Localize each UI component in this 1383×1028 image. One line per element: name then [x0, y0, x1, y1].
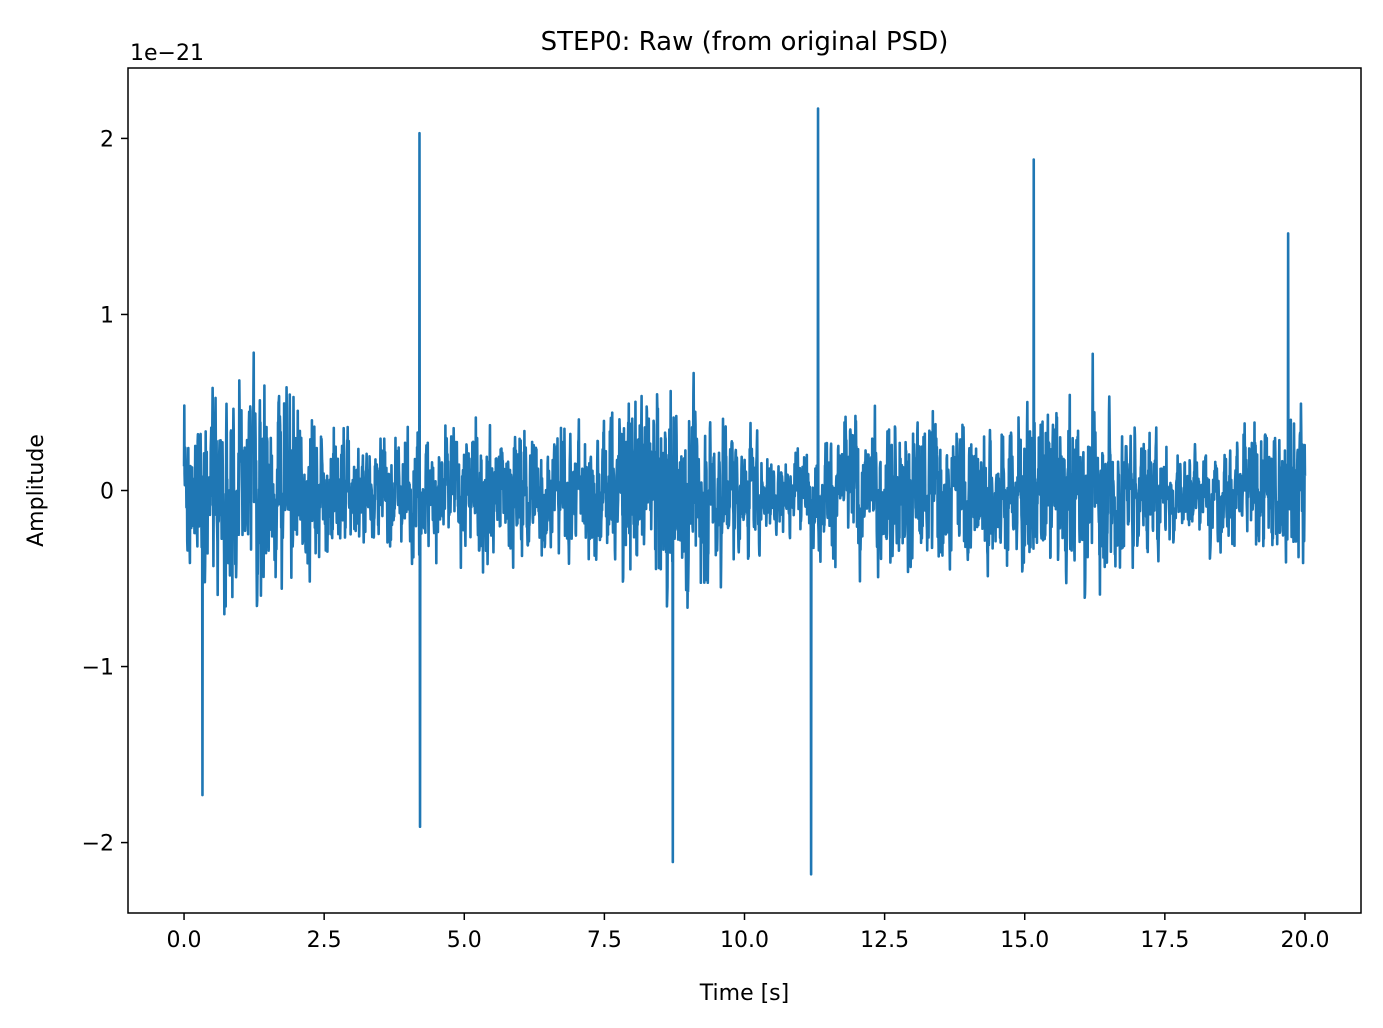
x-axis: 0.0 2.5 5.0 7.5 10.0 12.5 15.0 17.5 20.0	[167, 913, 1329, 953]
y-offset-label: 1e−21	[130, 41, 204, 66]
x-tick-label: 20.0	[1280, 928, 1329, 953]
chart-title: STEP0: Raw (from original PSD)	[541, 27, 949, 57]
series-layer	[182, 107, 1307, 876]
y-tick-label: −2	[82, 832, 114, 857]
x-tick-label: 0.0	[167, 928, 202, 953]
x-tick-label: 17.5	[1140, 928, 1189, 953]
x-tick-label: 12.5	[860, 928, 909, 953]
x-axis-title: Time [s]	[699, 981, 789, 1006]
y-tick-label: −1	[82, 656, 114, 681]
y-axis: −2 −1 0 1 2	[82, 127, 128, 857]
x-tick-label: 2.5	[307, 928, 342, 953]
series-line	[182, 107, 1307, 876]
x-tick-label: 7.5	[587, 928, 622, 953]
y-tick-label: 1	[100, 303, 114, 328]
y-axis-title: Amplitude	[24, 434, 49, 547]
x-tick-label: 5.0	[447, 928, 482, 953]
y-tick-label: 0	[100, 480, 114, 505]
x-tick-label: 10.0	[720, 928, 769, 953]
x-tick-label: 15.0	[1000, 928, 1049, 953]
y-tick-label: 2	[100, 127, 114, 152]
